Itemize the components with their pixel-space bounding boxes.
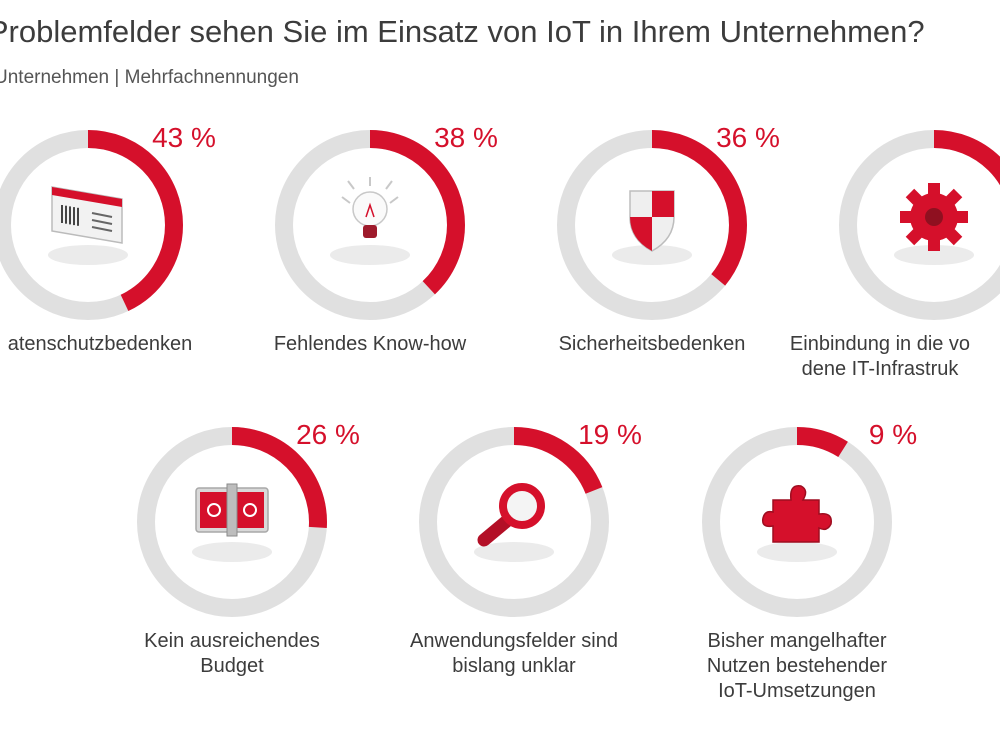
category-label: Fehlendes Know-how: [274, 333, 467, 355]
chart-subtitle: Unternehmen | Mehrfachnennungen: [0, 67, 299, 88]
category-label: atenschutzbedenken: [8, 333, 193, 355]
magnifier-icon: [477, 483, 545, 547]
icon-shadow: [757, 542, 837, 562]
icon-shadow: [330, 245, 410, 265]
gear-icon: [900, 183, 968, 251]
donut-item: 36 % Sicherheitsbedenken: [557, 122, 780, 355]
percentage-label: 19 %: [578, 419, 642, 450]
donut-value-arc: [557, 130, 747, 320]
donut-value-arc: [702, 427, 892, 617]
donut-value-arc: [839, 130, 1000, 320]
money-icon: [195, 483, 269, 537]
category-label: Anwendungsfelder sind bislang unklar: [410, 630, 618, 677]
category-label-line: Nutzen bestehender: [707, 655, 887, 677]
category-label-line: Sicherheitsbedenken: [559, 333, 746, 355]
category-label-line: dene IT-Infrastruk: [802, 358, 960, 380]
donut-value-arc: [419, 427, 609, 617]
light-bulb-icon: [341, 177, 399, 238]
donut-item: 26 % Kein ausreichendes Budget: [137, 419, 360, 677]
percentage-label: 38 %: [434, 122, 498, 153]
category-label-line: Anwendungsfelder sind: [410, 630, 618, 652]
donut-value-arc: [275, 130, 465, 320]
icon-shadow: [192, 542, 272, 562]
puzzle-icon: [761, 485, 832, 543]
category-label-line: IoT-Umsetzungen: [718, 680, 876, 702]
category-label: Bisher mangelhafter Nutzen bestehender IoT…: [707, 630, 887, 702]
donut-item: 9 % Bisher mangelhafter Nutzen bestehender…: [702, 419, 917, 702]
icon-shadow: [612, 245, 692, 265]
category-label-line: Fehlendes Know-how: [274, 333, 467, 355]
donut-value-arc: [0, 130, 183, 320]
chart-title: e Problemfelder sehen Sie im Einsatz von…: [0, 14, 925, 49]
icon-shadow: [894, 245, 974, 265]
icon-shadow: [48, 245, 128, 265]
category-label: Sicherheitsbedenken: [559, 333, 746, 355]
donut-item: 38 % Fehlendes Know-how: [274, 122, 498, 355]
donut-item: 43 % atenschutzbedenken: [0, 122, 216, 355]
shield-icon: [629, 190, 675, 252]
donut-item: 19 % Anwendungsfelder sind bislang unklar: [410, 419, 642, 677]
category-label: Einbindung in die vo dene IT-Infrastruk: [790, 333, 970, 380]
percentage-label: 36 %: [716, 122, 780, 153]
category-label-line: Einbindung in die vo: [790, 333, 970, 355]
donut-value-arc: [137, 427, 327, 617]
icon-shadow: [474, 542, 554, 562]
category-label-line: atenschutzbedenken: [8, 333, 193, 355]
category-label-line: Budget: [200, 655, 264, 677]
category-label-line: bislang unklar: [452, 655, 576, 677]
percentage-label: 26 %: [296, 419, 360, 450]
percentage-label: 43 %: [152, 122, 216, 153]
category-label-line: Kein ausreichendes: [144, 630, 320, 652]
category-label: Kein ausreichendes Budget: [144, 630, 320, 677]
percentage-label: 9 %: [869, 419, 917, 450]
donut-item: Einbindung in die vo dene IT-Infrastruk: [790, 130, 1000, 380]
id-card-icon: [51, 186, 123, 244]
category-label-line: Bisher mangelhafter: [708, 630, 887, 652]
